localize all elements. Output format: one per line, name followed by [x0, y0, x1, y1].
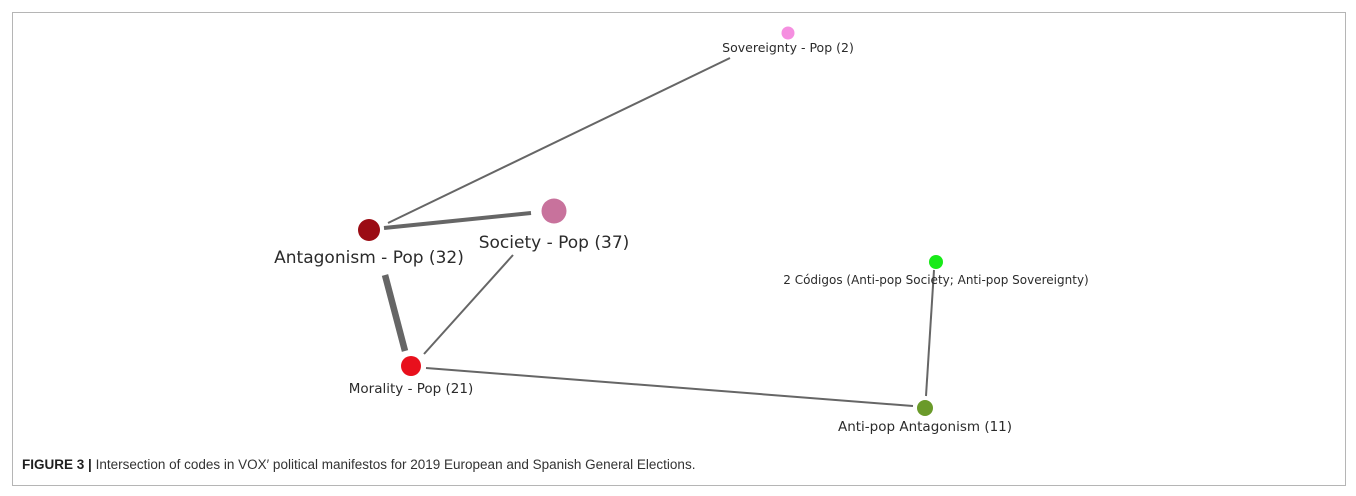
node-antagonism	[358, 219, 380, 241]
edge-society-morality	[423, 254, 514, 355]
labels-layer: Sovereignty - Pop (2) Antagonism - Pop (3…	[274, 40, 1089, 435]
network-graph: Sovereignty - Pop (2) Antagonism - Pop (3…	[274, 26, 1089, 435]
caption-text: Intersection of codes in VOX′ political …	[95, 457, 696, 472]
edge-morality-antipop_antagonism	[425, 367, 914, 407]
figure-caption: FIGURE 3 | Intersection of codes in VOX′…	[22, 457, 695, 472]
node-sovereignty	[781, 26, 795, 40]
node-label-sovereignty: Sovereignty - Pop (2)	[722, 40, 854, 55]
edges-layer	[381, 57, 935, 407]
node-label-antagonism: Antagonism - Pop (32)	[274, 248, 464, 268]
node-label-codigos: 2 Códigos (Anti-pop Society; Anti-pop So…	[783, 273, 1088, 287]
node-antipop_antagonism	[917, 400, 933, 416]
figure-frame: Sovereignty - Pop (2) Antagonism - Pop (3…	[12, 12, 1346, 486]
edge-antagonism-society	[383, 211, 532, 230]
nodes-layer	[358, 26, 943, 416]
node-morality	[401, 356, 421, 376]
node-codigos	[929, 255, 943, 269]
edge-codigos-antipop_antagonism	[925, 269, 935, 397]
node-label-antipop_antagonism: Anti-pop Antagonism (11)	[838, 419, 1012, 435]
caption-label: FIGURE 3 |	[22, 457, 92, 472]
node-society	[541, 198, 567, 224]
node-label-morality: Morality - Pop (21)	[349, 381, 473, 397]
node-label-society: Society - Pop (37)	[479, 233, 630, 253]
edge-antagonism-sovereignty	[387, 57, 731, 224]
edge-antagonism-morality	[381, 274, 409, 352]
